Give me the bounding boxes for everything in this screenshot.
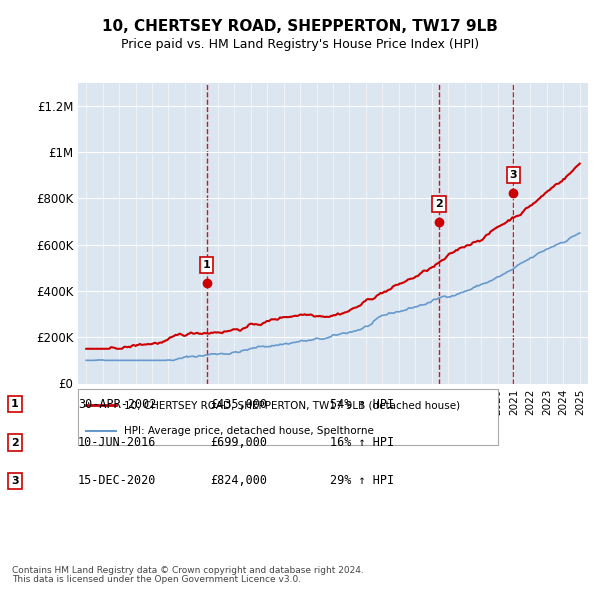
Text: 2: 2 xyxy=(435,199,443,209)
Text: £824,000: £824,000 xyxy=(210,474,267,487)
Text: 15-DEC-2020: 15-DEC-2020 xyxy=(78,474,157,487)
Text: 54% ↑ HPI: 54% ↑ HPI xyxy=(330,398,394,411)
Text: 2: 2 xyxy=(11,438,19,447)
Text: 3: 3 xyxy=(11,476,19,486)
Text: 10, CHERTSEY ROAD, SHEPPERTON, TW17 9LB: 10, CHERTSEY ROAD, SHEPPERTON, TW17 9LB xyxy=(102,19,498,34)
Text: 16% ↑ HPI: 16% ↑ HPI xyxy=(330,436,394,449)
Text: 29% ↑ HPI: 29% ↑ HPI xyxy=(330,474,394,487)
Text: £435,000: £435,000 xyxy=(210,398,267,411)
Text: HPI: Average price, detached house, Spelthorne: HPI: Average price, detached house, Spel… xyxy=(124,427,374,437)
Text: 10-JUN-2016: 10-JUN-2016 xyxy=(78,436,157,449)
Text: Price paid vs. HM Land Registry's House Price Index (HPI): Price paid vs. HM Land Registry's House … xyxy=(121,38,479,51)
Text: This data is licensed under the Open Government Licence v3.0.: This data is licensed under the Open Gov… xyxy=(12,575,301,584)
Text: 10, CHERTSEY ROAD, SHEPPERTON, TW17 9LB (detached house): 10, CHERTSEY ROAD, SHEPPERTON, TW17 9LB … xyxy=(124,400,460,410)
Text: 1: 1 xyxy=(203,260,211,270)
Text: £699,000: £699,000 xyxy=(210,436,267,449)
Text: 1: 1 xyxy=(11,399,19,409)
Text: 3: 3 xyxy=(509,170,517,180)
Text: 30-APR-2002: 30-APR-2002 xyxy=(78,398,157,411)
Text: Contains HM Land Registry data © Crown copyright and database right 2024.: Contains HM Land Registry data © Crown c… xyxy=(12,566,364,575)
